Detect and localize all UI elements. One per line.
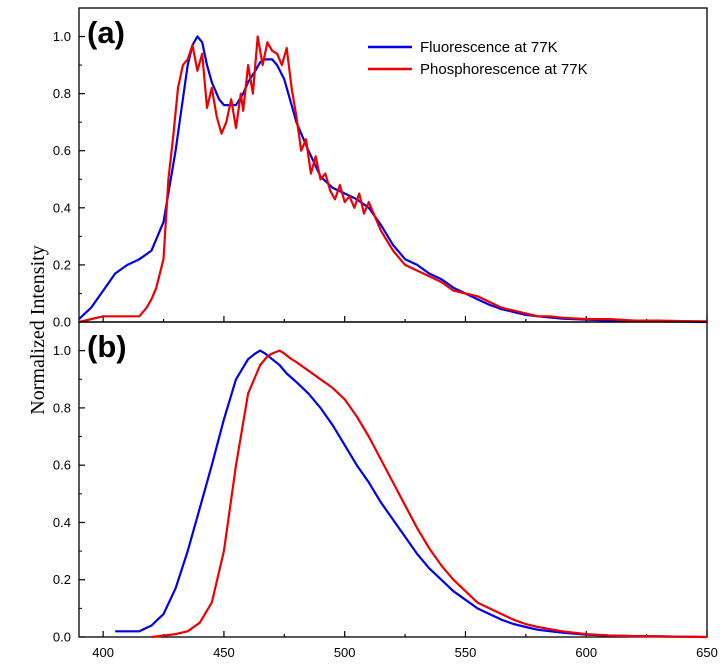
y-tick-label: 0.8 [53, 400, 71, 415]
series-line-fluorescence [115, 349, 708, 639]
y-tick-label: 0.8 [53, 86, 71, 101]
panel-label: (a) [87, 15, 125, 50]
y-tick-label: 0.4 [53, 515, 71, 530]
x-tick-label: 450 [213, 645, 235, 660]
series-line-fluorescence [78, 35, 708, 324]
y-tick-label: 0.2 [53, 257, 71, 272]
x-tick-label: 600 [575, 645, 597, 660]
series-line-phosphorescence [78, 35, 708, 324]
legend-entry: Fluorescence at 77K [420, 39, 558, 56]
y-tick-label: 1.0 [53, 343, 71, 358]
plot-frame [78, 321, 708, 638]
x-tick-label: 650 [696, 645, 718, 660]
panel-b: 0.0 0.2 0.4 0.6 0.8 1.0 400 450 500 550 600 650 (b) [53, 321, 718, 660]
y-tick-label: 0.2 [53, 572, 71, 587]
x-tick-label: 550 [455, 645, 477, 660]
y-tick-label: 1.0 [53, 29, 71, 44]
y-tick-label: 0.6 [53, 458, 71, 473]
legend-entry: Phosphorescence at 77K [420, 61, 588, 78]
y-tick-label: 0.0 [53, 315, 71, 330]
legend: Fluorescence at 77K Phosphorescence at 77… [368, 39, 588, 78]
panel-a: 0.0 0.2 0.4 0.6 0.8 1.0 (a) Fluorescence at 77K… [53, 7, 708, 330]
panel-label: (b) [87, 329, 127, 364]
y-axis-label: Normalized Intensity [27, 245, 49, 414]
y-tick-label: 0.6 [53, 143, 71, 158]
y-tick-label: 0.4 [53, 200, 71, 215]
x-tick-label: 500 [334, 645, 356, 660]
y-tick-label: 0.0 [53, 630, 71, 645]
x-tick-label: 400 [92, 645, 114, 660]
series-line-phosphorescence [151, 349, 708, 639]
